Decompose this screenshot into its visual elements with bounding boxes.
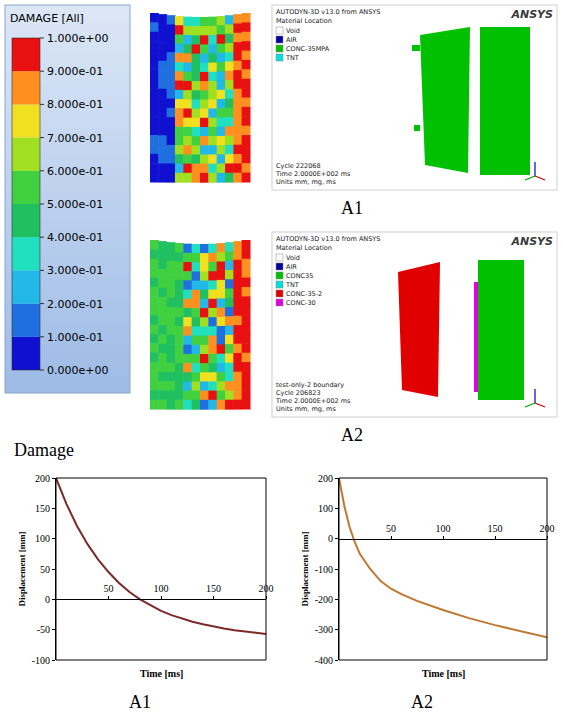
svg-text:TNT: TNT: [285, 54, 299, 62]
svg-text:50: 50: [40, 564, 50, 575]
svg-text:CONC-35-2: CONC-35-2: [286, 290, 322, 298]
svg-text:AUTODYN-3D v13.0 from ANSYS: AUTODYN-3D v13.0 from ANSYS: [276, 8, 380, 16]
svg-text:150: 150: [206, 583, 221, 594]
svg-text:9.000e-01: 9.000e-01: [47, 65, 103, 78]
svg-text:200: 200: [259, 583, 274, 594]
svg-text:200: 200: [35, 473, 50, 484]
svg-text:0: 0: [45, 594, 50, 605]
svg-text:Material Location: Material Location: [276, 244, 332, 252]
svg-text:Units mm, mg, ms: Units mm, mg, ms: [276, 178, 336, 186]
svg-text:150: 150: [35, 503, 50, 514]
svg-text:CONC-30: CONC-30: [286, 299, 316, 307]
svg-text:2.000e-01: 2.000e-01: [47, 298, 103, 311]
svg-text:TNT: TNT: [285, 281, 299, 289]
svg-text:A2: A2: [341, 425, 363, 445]
svg-text:ANSYS: ANSYS: [510, 235, 553, 248]
svg-text:4.000e-01: 4.000e-01: [47, 231, 103, 244]
svg-text:-50: -50: [37, 624, 50, 635]
svg-text:CONC35: CONC35: [286, 272, 313, 280]
svg-text:50: 50: [386, 523, 396, 534]
svg-text:-100: -100: [315, 564, 333, 575]
svg-text:CONC-35MPA: CONC-35MPA: [286, 45, 330, 53]
svg-text:Time [ms]: Time [ms]: [422, 668, 465, 679]
svg-text:Material Location: Material Location: [276, 17, 332, 25]
svg-text:100: 100: [35, 533, 50, 544]
svg-text:Cycle 222068: Cycle 222068: [276, 162, 321, 170]
svg-text:6.000e-01: 6.000e-01: [47, 165, 103, 178]
svg-text:200: 200: [540, 523, 555, 534]
svg-text:3.000e-01: 3.000e-01: [47, 264, 103, 277]
svg-text:DAMAGE [All]: DAMAGE [All]: [10, 12, 84, 25]
html-text:A1: A1: [129, 692, 151, 712]
svg-text:200: 200: [318, 473, 333, 484]
svg-text:0.000e+00: 0.000e+00: [47, 364, 108, 377]
svg-text:Void: Void: [286, 27, 300, 35]
svg-text:AIR: AIR: [286, 263, 297, 271]
svg-text:Time 2.0000E+002 ms: Time 2.0000E+002 ms: [275, 397, 351, 405]
svg-text:Time [ms]: Time [ms]: [140, 668, 183, 679]
svg-text:Void: Void: [286, 254, 300, 262]
svg-text:AUTODYN-3D v13.0 from ANSYS: AUTODYN-3D v13.0 from ANSYS: [276, 235, 380, 243]
svg-text:1.000e-01: 1.000e-01: [47, 331, 103, 344]
svg-text:test-only-2 boundary: test-only-2 boundary: [276, 381, 344, 389]
svg-text:ANSYS: ANSYS: [510, 8, 553, 21]
svg-text:5.000e-01: 5.000e-01: [47, 198, 103, 211]
svg-text:Cycle 206823: Cycle 206823: [276, 389, 321, 397]
svg-text:-100: -100: [32, 655, 50, 666]
svg-text:Time 2.0000E+002 ms: Time 2.0000E+002 ms: [275, 170, 351, 178]
svg-text:100: 100: [318, 503, 333, 514]
svg-text:-400: -400: [315, 655, 333, 666]
html-text:A2: A2: [411, 692, 433, 712]
svg-text:AIR: AIR: [286, 36, 297, 44]
svg-text:-300: -300: [315, 624, 333, 635]
svg-text:1.000e+00: 1.000e+00: [47, 32, 108, 45]
svg-text:100: 100: [154, 583, 169, 594]
svg-text:8.000e-01: 8.000e-01: [47, 98, 103, 111]
svg-text:Units mm, mg, ms: Units mm, mg, ms: [276, 405, 336, 413]
svg-text:A1: A1: [341, 198, 363, 218]
svg-text:7.000e-01: 7.000e-01: [47, 132, 103, 145]
svg-text:Displacement [mm]: Displacement [mm]: [300, 531, 310, 606]
svg-text:50: 50: [104, 583, 114, 594]
svg-text:150: 150: [488, 523, 503, 534]
svg-text:Displacement [mm]: Displacement [mm]: [17, 531, 27, 606]
svg-text:-200: -200: [315, 594, 333, 605]
svg-text:Damage: Damage: [14, 440, 74, 460]
svg-text:100: 100: [436, 523, 451, 534]
svg-text:0: 0: [328, 533, 333, 544]
